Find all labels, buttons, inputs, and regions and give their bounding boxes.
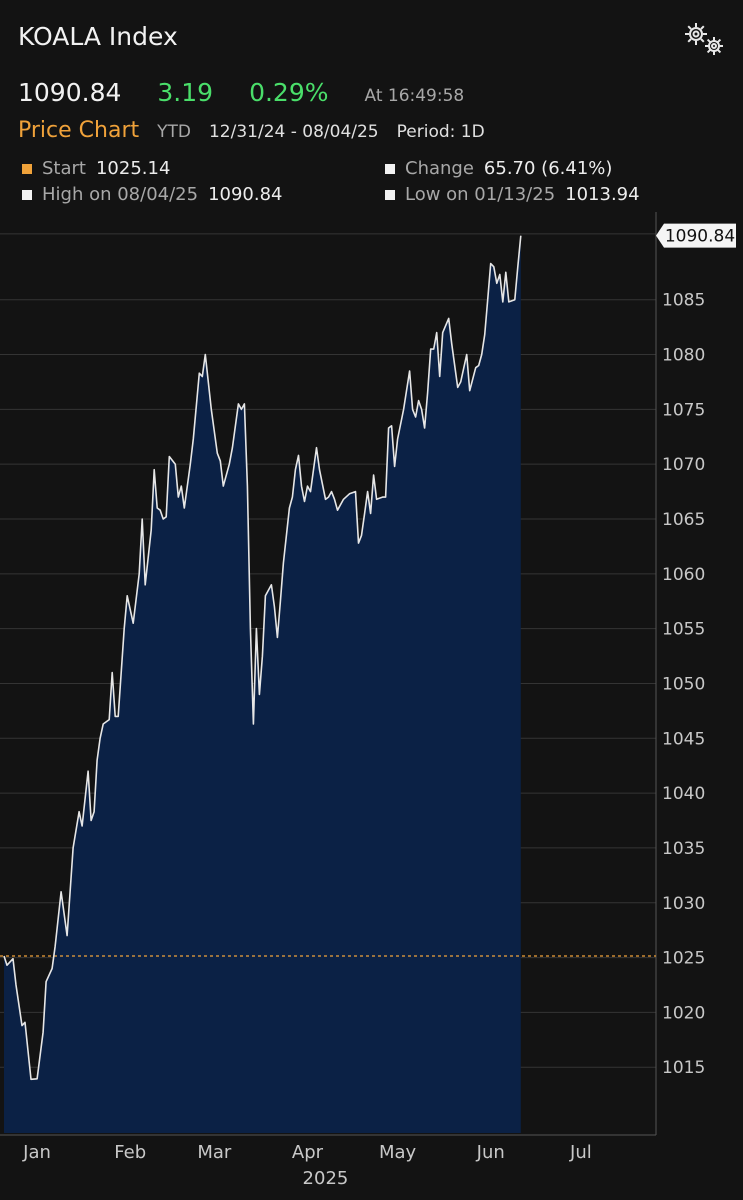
stat-high-value: 1090.84: [208, 184, 283, 205]
stat-low: Low on 01/13/25 1013.94: [385, 184, 640, 205]
x-tick-label: Jun: [476, 1142, 505, 1163]
x-tick-label: Feb: [114, 1142, 146, 1163]
last-value-box: [656, 223, 736, 248]
y-tick-label: 1070: [662, 455, 705, 475]
y-tick-label: 1040: [662, 784, 705, 804]
stat-high-label: High on 08/04/25: [42, 184, 199, 205]
x-year-label: 2025: [303, 1168, 349, 1189]
percent-change: 0.29%: [249, 78, 329, 107]
y-tick-label: 1020: [662, 1003, 705, 1023]
last-value-label: 1090.84: [656, 223, 736, 248]
stat-low-value: 1013.94: [565, 184, 640, 205]
y-tick-label: 1035: [662, 839, 705, 859]
y-tick-label: 1030: [662, 894, 705, 914]
x-tick-label: May: [379, 1142, 417, 1163]
stat-start-label: Start: [42, 158, 86, 179]
y-tick-label: 1015: [662, 1058, 705, 1078]
y-tick-label: 1075: [662, 400, 705, 420]
y-tick-label: 1080: [662, 346, 705, 366]
low-legend-swatch: [385, 189, 395, 200]
gears-icon[interactable]: [682, 20, 726, 58]
y-tick-label: 1065: [662, 510, 705, 530]
range-code[interactable]: YTD: [157, 122, 191, 142]
timestamp: At 16:49:58: [364, 86, 465, 106]
period-selector[interactable]: Period: 1D: [396, 122, 485, 142]
start-legend-swatch: [22, 163, 32, 174]
x-tick-label: Mar: [197, 1142, 232, 1163]
chart-title[interactable]: Price Chart: [18, 118, 140, 143]
stat-high: High on 08/04/25 1090.84: [22, 184, 283, 205]
stat-change-value: 65.70 (6.41%): [483, 158, 613, 179]
net-change: 3.19: [157, 78, 214, 107]
y-tick-label: 1025: [662, 949, 705, 969]
index-title: KOALA Index: [18, 22, 178, 51]
stat-start: Start 1025.14: [22, 158, 170, 179]
chart-header: Price Chart YTD 12/31/24 - 08/04/25 Peri…: [18, 118, 485, 143]
x-tick-label: Jul: [569, 1142, 592, 1163]
price-line: [3, 235, 522, 1081]
y-tick-label: 1050: [662, 674, 705, 694]
y-axis: 1015 1020 1025 1030 1035 1040 1045 1050 1055 1060…: [662, 291, 705, 1078]
y-tick-label: 1085: [662, 291, 705, 311]
stat-change: Change 65.70 (6.41%): [385, 158, 612, 179]
change-legend-swatch: [385, 163, 395, 174]
y-tick-label: 1055: [662, 620, 705, 640]
stat-low-label: Low on 01/13/25: [405, 184, 556, 205]
x-tick-label: Apr: [292, 1142, 324, 1163]
stat-change-label: Change: [405, 158, 474, 179]
price-area-fill: [4, 235, 521, 1133]
quote-row: 1090.84 3.19 0.29% At 16:49:58: [18, 78, 464, 107]
date-range[interactable]: 12/31/24 - 08/04/25: [208, 122, 379, 142]
last-price: 1090.84: [18, 78, 122, 107]
y-tick-label: 1060: [662, 565, 705, 585]
x-tick-label: Jan: [22, 1142, 51, 1163]
stat-start-value: 1025.14: [95, 158, 171, 179]
last-value-text: 1090.84: [665, 227, 735, 247]
y-tick-label: 1045: [662, 729, 705, 749]
high-legend-swatch: [22, 189, 32, 200]
x-axis: Jan Feb Mar Apr May Jun Jul 2025: [22, 1142, 592, 1189]
